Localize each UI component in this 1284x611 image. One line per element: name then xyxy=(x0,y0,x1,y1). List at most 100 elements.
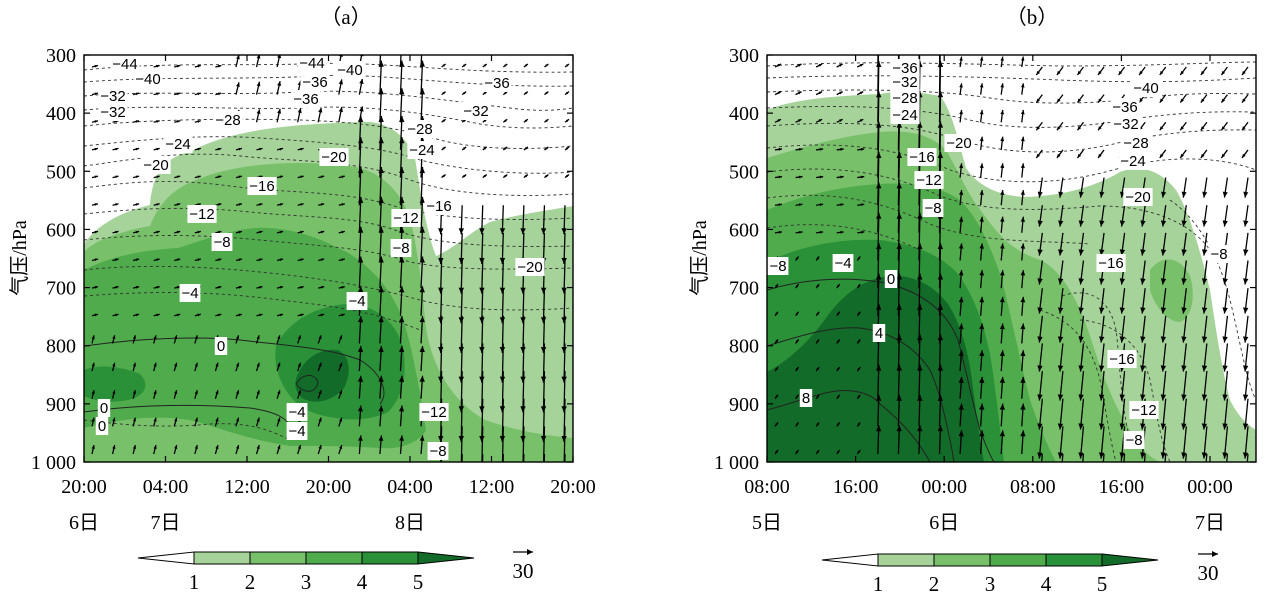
wind-vector-head xyxy=(135,230,140,234)
wind-vector-head xyxy=(419,256,425,263)
wind-vector-head xyxy=(357,375,364,382)
wind-vector xyxy=(1246,453,1249,462)
contour-label-bg xyxy=(1121,134,1151,152)
contour-label-bg xyxy=(907,148,937,166)
contour-label: −24 xyxy=(409,142,434,159)
contour-label: −16 xyxy=(1109,351,1134,368)
wind-vector xyxy=(379,196,383,233)
wind-vector xyxy=(460,315,463,354)
wind-vector-head xyxy=(197,92,201,96)
wind-vector-head xyxy=(174,335,178,340)
contour-label-bg xyxy=(427,442,449,460)
wind-vector-head xyxy=(398,345,405,353)
wind-vector-head xyxy=(176,313,181,317)
wind-vector-head xyxy=(777,64,781,67)
contour-label: −4 xyxy=(288,404,305,421)
wind-vector-head xyxy=(1140,394,1146,401)
wind-vector-head xyxy=(359,106,364,112)
wind-vector-head xyxy=(218,175,222,179)
wind-vector-head xyxy=(875,243,882,250)
wind-vector-head xyxy=(818,64,823,67)
wind-vector-head xyxy=(378,33,383,39)
contour-label-bg xyxy=(461,102,491,120)
contour-label-bg xyxy=(1096,254,1126,272)
wind-vector-head xyxy=(917,334,923,341)
wind-vector-head xyxy=(1242,423,1249,430)
wind-vector-head xyxy=(775,367,778,371)
colorbar-extend-low xyxy=(137,551,195,565)
wind-vector-head xyxy=(1077,126,1082,131)
wind-vector-head xyxy=(338,79,343,85)
wind-vector-head xyxy=(378,345,384,353)
wind-vector-head xyxy=(1037,452,1043,459)
contour-label-bg xyxy=(1123,188,1153,206)
wind-vector-head xyxy=(979,136,984,142)
wind-vector-head xyxy=(876,0,881,6)
wind-vector-head xyxy=(1119,336,1125,343)
wind-vector-head xyxy=(153,417,157,422)
wind-vector-head xyxy=(1181,336,1187,343)
wind-vector-head xyxy=(819,175,824,179)
wind-vector-head xyxy=(1078,307,1084,314)
wind-vector-head xyxy=(156,203,160,206)
wind-vector-head xyxy=(419,196,425,203)
wind-vector-head xyxy=(357,256,364,263)
wind-vector-head xyxy=(778,147,782,151)
panel-a-y-axis: 300 400 500 600 700 800 900 1 000 xyxy=(31,45,573,474)
contour-label-bg xyxy=(179,284,201,302)
contour-label-bg xyxy=(872,324,886,342)
wind-vector-head xyxy=(218,203,222,206)
wind-vector-head xyxy=(1201,365,1208,372)
wind-vector-head xyxy=(917,273,923,280)
panel-a-x-axis: 20:00 04:00 12:00 20:00 04:00 12:00 20:00 6日 7日 8… xyxy=(61,55,596,534)
wind-vector-head xyxy=(1098,153,1102,158)
wind-vector-head xyxy=(483,146,487,150)
wind-vector-head xyxy=(399,115,405,123)
wind-vector-head xyxy=(1242,394,1249,401)
wind-vector-head xyxy=(419,286,425,293)
wind-vector-head xyxy=(218,258,222,262)
wind-vector-head xyxy=(958,190,964,195)
wind-vector-head xyxy=(357,115,364,123)
wind-vector-head xyxy=(197,230,201,234)
wind-vector-head xyxy=(479,466,484,472)
wind-vector-head xyxy=(836,339,840,343)
wind-vector-head xyxy=(318,362,322,367)
wind-vector-head xyxy=(218,147,222,151)
wind-vector xyxy=(522,371,525,413)
wind-vector xyxy=(897,243,901,289)
wind-vector-head xyxy=(339,445,343,450)
wind-vector-head xyxy=(979,216,984,222)
wind-vector-head xyxy=(1099,220,1105,227)
wind-vector-head xyxy=(197,64,201,68)
contour-label-bg xyxy=(141,156,171,174)
reference-arrow-head xyxy=(1212,551,1218,557)
wind-vector-head xyxy=(1140,278,1146,285)
wind-vector-head xyxy=(1243,249,1249,256)
wind-vector-head xyxy=(256,335,260,340)
wind-vector-head xyxy=(958,403,964,410)
wind-vector-head xyxy=(937,91,944,98)
wind-vector-head xyxy=(1020,243,1026,249)
colorbar-b: 1 2 3 4 5 xyxy=(821,553,1159,596)
wind-vector xyxy=(420,196,424,233)
contour-label-bg xyxy=(407,141,437,159)
wind-vector-head xyxy=(1020,376,1026,383)
colorbar-segment xyxy=(1045,553,1103,567)
wind-vector-head xyxy=(338,55,343,57)
wind-vector-head xyxy=(94,286,98,289)
wind-vector-head xyxy=(1119,278,1126,285)
wind-vector-head xyxy=(341,313,345,317)
contour-label-bg xyxy=(890,89,920,107)
contour-label: −36 xyxy=(484,75,509,92)
y-tick-label: 600 xyxy=(729,219,759,241)
wind-vector-head xyxy=(112,445,116,449)
wind-vector-head xyxy=(174,362,178,367)
wind-vector-head xyxy=(819,203,824,207)
x-tick-label: 12:00 xyxy=(469,476,515,498)
wind-vector-head xyxy=(875,273,882,280)
wind-vector-head xyxy=(277,335,281,340)
wind-vector-head xyxy=(1098,452,1105,459)
wind-vector-head xyxy=(156,258,160,262)
contour-label: −32 xyxy=(100,104,125,121)
